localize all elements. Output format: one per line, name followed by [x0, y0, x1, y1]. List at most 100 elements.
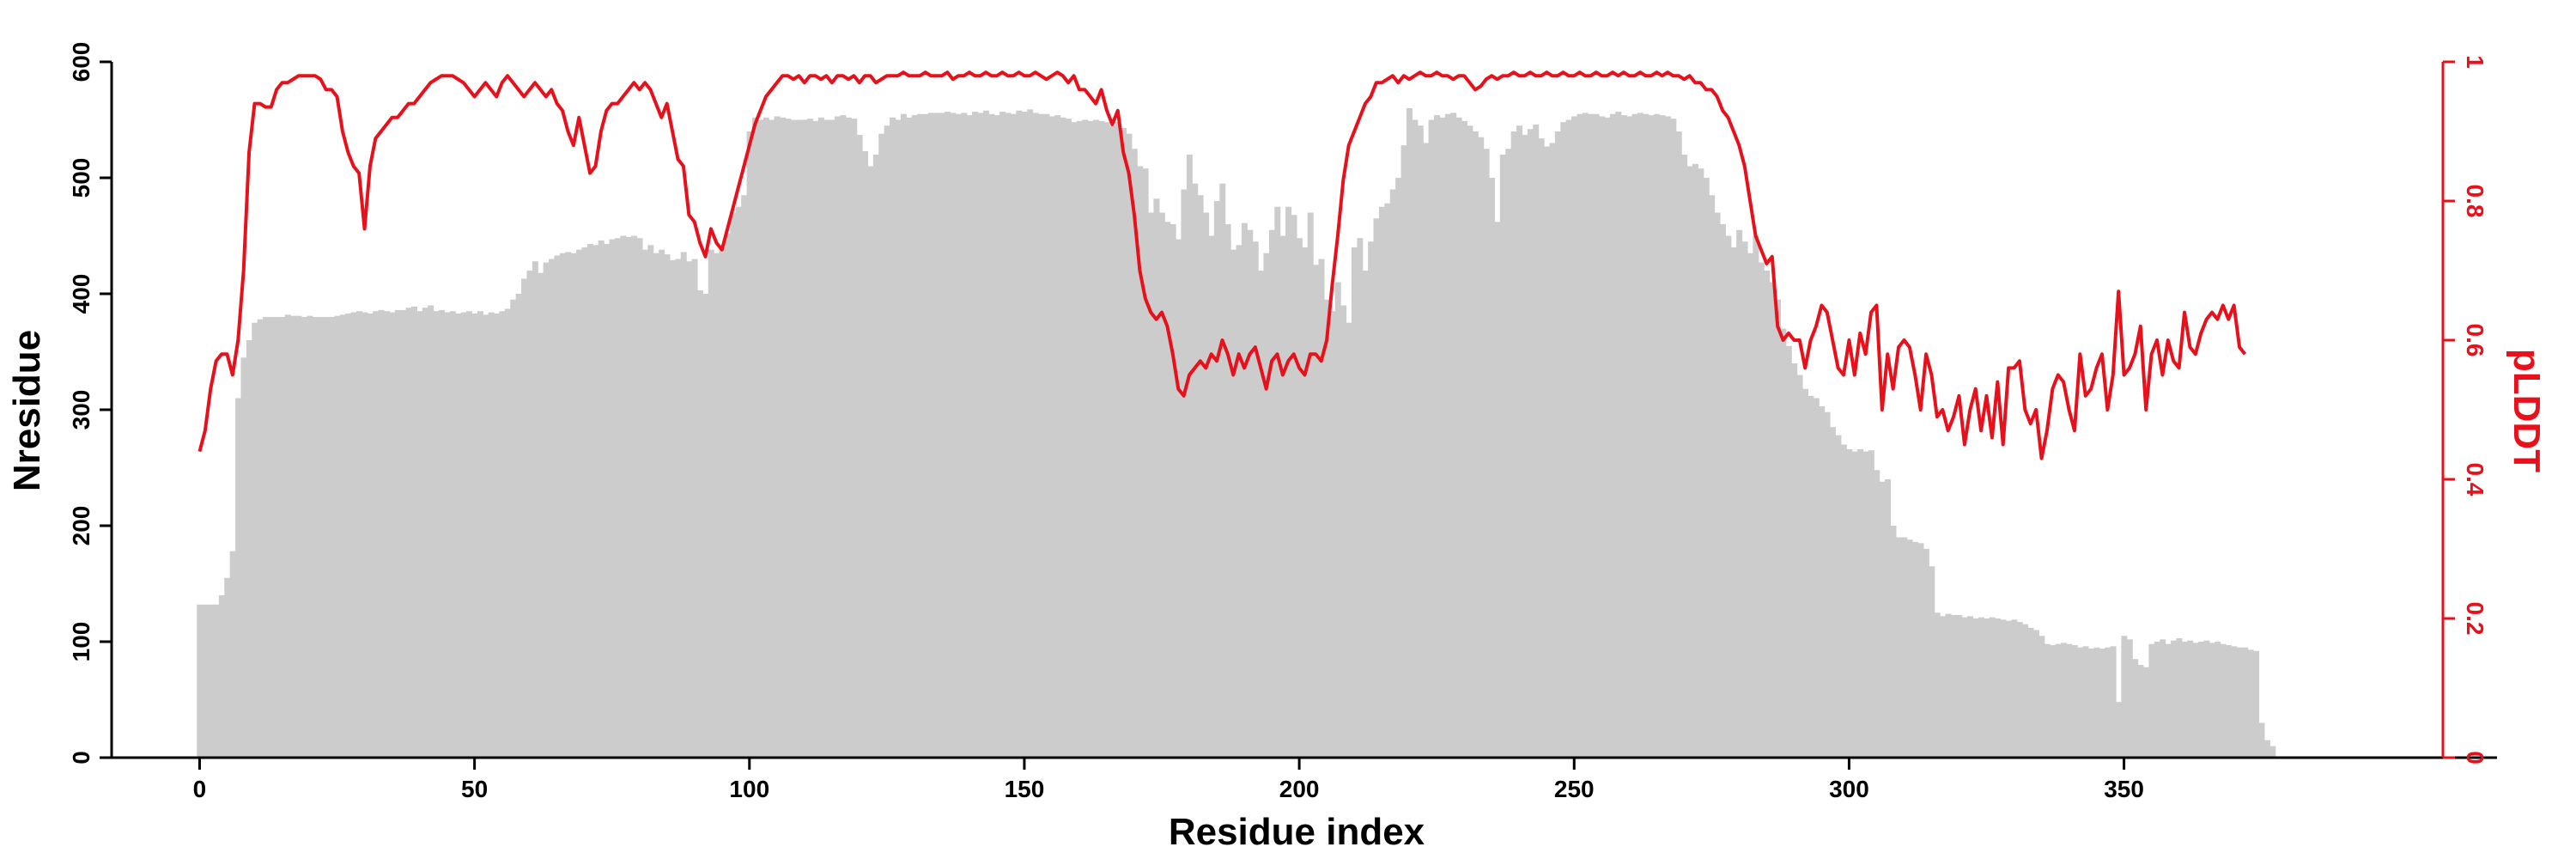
bar: [669, 259, 676, 758]
bar: [1274, 206, 1281, 758]
bar: [1346, 322, 1352, 758]
bar: [1285, 206, 1292, 758]
bar: [2011, 619, 2018, 758]
bar: [862, 150, 869, 758]
bar: [1764, 271, 1771, 758]
bar: [636, 238, 643, 758]
bar: [466, 311, 473, 758]
bar: [774, 116, 781, 758]
bar: [1516, 125, 1523, 758]
bar: [1719, 224, 1726, 758]
bar: [1565, 119, 1572, 758]
bar: [906, 117, 913, 758]
bar: [252, 322, 258, 758]
bar: [460, 312, 467, 758]
bar: [1395, 178, 1402, 758]
bar: [240, 357, 247, 758]
y2-tick-label: 0.6: [2462, 324, 2488, 357]
bar: [1857, 448, 1864, 758]
bar: [2198, 642, 2205, 758]
x-tick-label: 200: [1279, 776, 1320, 802]
x-tick-label: 50: [461, 776, 488, 802]
bar: [1840, 444, 1847, 758]
bar: [1917, 543, 1924, 758]
bar: [1357, 238, 1364, 758]
x-axis-title: Residue index: [1169, 811, 1425, 853]
bar: [1433, 115, 1440, 758]
bar: [1654, 113, 1661, 758]
bar: [966, 115, 973, 758]
bar: [1549, 143, 1556, 758]
bar: [1279, 235, 1286, 758]
bar: [1313, 265, 1320, 758]
bar: [1725, 235, 1732, 758]
bar: [494, 313, 501, 758]
bar: [1527, 129, 1534, 758]
bar: [1950, 614, 1957, 758]
bar: [724, 233, 731, 758]
bar: [620, 235, 627, 758]
bar: [2050, 645, 2057, 758]
bar: [538, 272, 544, 758]
bar: [1351, 247, 1358, 758]
y2-tick-label: 0.2: [2462, 602, 2488, 636]
bar: [1340, 305, 1347, 758]
bar: [1626, 116, 1633, 758]
bar: [856, 135, 863, 758]
x-tick-label: 150: [1005, 776, 1045, 802]
bar: [1879, 481, 1886, 758]
bar: [1126, 133, 1133, 758]
bar: [1109, 125, 1116, 758]
bar: [1890, 526, 1897, 758]
y-tick-label: 100: [68, 622, 94, 662]
bar: [762, 117, 769, 758]
bar: [746, 131, 753, 758]
bar: [1802, 388, 1809, 758]
bar: [1444, 113, 1451, 758]
bar: [290, 315, 297, 758]
bar: [1203, 212, 1210, 758]
bar: [2258, 722, 2265, 758]
bar: [2263, 740, 2270, 758]
bar: [823, 119, 830, 758]
bar: [1736, 229, 1743, 758]
bar: [2000, 619, 2007, 758]
bar: [1538, 138, 1545, 758]
bar: [2110, 646, 2117, 758]
bar: [1213, 201, 1220, 758]
bar: [592, 245, 599, 758]
bar: [641, 249, 648, 758]
bar: [1389, 189, 1396, 758]
bar: [273, 317, 280, 758]
bar: [2055, 643, 2062, 758]
bar: [1780, 328, 1787, 758]
bar: [1945, 613, 1952, 758]
bar: [2220, 643, 2227, 758]
bar: [373, 311, 380, 758]
bar: [229, 551, 236, 758]
bar: [1846, 448, 1853, 758]
bar: [1153, 198, 1160, 758]
bar: [532, 261, 538, 758]
bar: [675, 259, 682, 758]
bar: [631, 235, 638, 758]
bar: [2160, 639, 2166, 758]
bar: [2226, 645, 2233, 758]
bar: [1664, 116, 1671, 758]
bar: [284, 314, 291, 758]
bar: [1291, 215, 1297, 758]
bar: [1995, 618, 2002, 758]
x-tick-label: 300: [1829, 776, 1869, 802]
y-tick-label: 300: [68, 390, 94, 430]
bar: [817, 117, 824, 758]
bar: [367, 313, 374, 758]
bar: [1868, 450, 1874, 758]
bar: [224, 577, 231, 758]
bar: [1758, 262, 1765, 758]
bar: [1582, 113, 1589, 758]
bar: [1692, 163, 1698, 758]
bar: [2236, 647, 2243, 758]
bar: [2215, 642, 2221, 758]
bar: [977, 113, 984, 758]
